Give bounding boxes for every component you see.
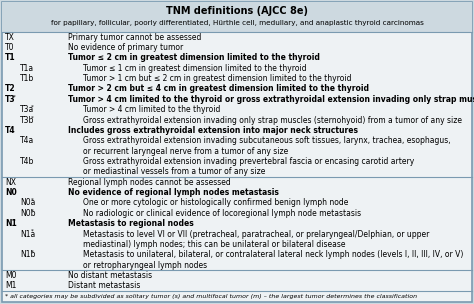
Text: *: * <box>31 105 34 110</box>
Text: * all categories may be subdivided as solitary tumor (s) and multifocal tumor (m: * all categories may be subdivided as so… <box>5 294 417 299</box>
Text: T1b: T1b <box>20 74 34 83</box>
Text: N0a: N0a <box>20 199 36 207</box>
Text: T4: T4 <box>5 126 16 135</box>
Text: N1b: N1b <box>20 250 36 259</box>
Text: Tumor > 4 cm limited to the thyroid: Tumor > 4 cm limited to the thyroid <box>83 105 220 114</box>
Text: NX: NX <box>5 178 16 187</box>
Text: Metastasis to level VI or VII (pretracheal, paratracheal, or prelaryngeal/Delphi: Metastasis to level VI or VII (pretrache… <box>83 230 429 239</box>
Text: Gross extrathyroidal extension invading only strap muscles (sternohyoid) from a : Gross extrathyroidal extension invading … <box>83 116 462 125</box>
Text: No evidence of primary tumor: No evidence of primary tumor <box>68 43 183 52</box>
Text: T0: T0 <box>5 43 15 52</box>
Text: T3: T3 <box>5 95 16 104</box>
Text: Distant metastasis: Distant metastasis <box>68 281 140 290</box>
Text: Includes gross extrathyroidal extension into major neck structures: Includes gross extrathyroidal extension … <box>68 126 358 135</box>
Text: T3a: T3a <box>20 105 34 114</box>
Text: TNM definitions (AJCC 8e): TNM definitions (AJCC 8e) <box>166 6 308 16</box>
Text: T4b: T4b <box>20 157 35 166</box>
Text: T3b: T3b <box>20 116 35 125</box>
Text: or recurrent laryngeal nerve from a tumor of any size: or recurrent laryngeal nerve from a tumo… <box>83 147 288 156</box>
Text: *: * <box>31 115 34 120</box>
Text: N1: N1 <box>5 219 17 228</box>
Text: T4a: T4a <box>20 136 34 145</box>
FancyBboxPatch shape <box>2 2 472 302</box>
Text: *: * <box>13 219 16 224</box>
Text: N0: N0 <box>5 188 17 197</box>
Text: TX: TX <box>5 33 15 42</box>
Text: Metastasis to unilateral, bilateral, or contralateral lateral neck lymph nodes (: Metastasis to unilateral, bilateral, or … <box>83 250 464 259</box>
Text: mediastinal) lymph nodes; this can be unilateral or bilateral disease: mediastinal) lymph nodes; this can be un… <box>83 240 346 249</box>
Text: T2: T2 <box>5 85 16 94</box>
Text: *: * <box>31 229 34 234</box>
Text: Tumor ≤ 1 cm in greatest dimension limited to the thyroid: Tumor ≤ 1 cm in greatest dimension limit… <box>83 64 307 73</box>
Text: No evidence of regional lymph nodes metastasis: No evidence of regional lymph nodes meta… <box>68 188 279 197</box>
Text: Metastasis to regional nodes: Metastasis to regional nodes <box>68 219 194 228</box>
Text: for papillary, follicular, poorly differentiated, Hürthle cell, medullary, and a: for papillary, follicular, poorly differ… <box>51 20 423 26</box>
Text: Gross extrathyroidal extension invading subcutaneous soft tissues, larynx, trach: Gross extrathyroidal extension invading … <box>83 136 451 145</box>
Text: or retropharyngeal lymph nodes: or retropharyngeal lymph nodes <box>83 261 207 270</box>
Text: *: * <box>31 198 34 203</box>
Text: Tumor > 1 cm but ≤ 2 cm in greatest dimension limited to the thyroid: Tumor > 1 cm but ≤ 2 cm in greatest dime… <box>83 74 352 83</box>
Text: One or more cytologic or histologically confirmed benign lymph node: One or more cytologic or histologically … <box>83 199 348 207</box>
Text: *: * <box>31 208 34 213</box>
Text: or mediastinal vessels from a tumor of any size: or mediastinal vessels from a tumor of a… <box>83 168 265 176</box>
Text: Tumor ≤ 2 cm in greatest dimension limited to the thyroid: Tumor ≤ 2 cm in greatest dimension limit… <box>68 54 320 62</box>
Text: N0b: N0b <box>20 209 36 218</box>
Text: T1a: T1a <box>20 64 34 73</box>
Text: Tumor > 4 cm limited to the thyroid or gross extrathyroidal extension invading o: Tumor > 4 cm limited to the thyroid or g… <box>68 95 474 104</box>
Text: *: * <box>31 250 34 255</box>
Text: M0: M0 <box>5 271 17 280</box>
Text: *: * <box>13 94 16 99</box>
Text: No distant metastasis: No distant metastasis <box>68 271 152 280</box>
Text: Gross extrathyroidal extension invading prevertebral fascia or encasing carotid : Gross extrathyroidal extension invading … <box>83 157 414 166</box>
Text: Tumor > 2 cm but ≤ 4 cm in greatest dimension limited to the thyroid: Tumor > 2 cm but ≤ 4 cm in greatest dime… <box>68 85 369 94</box>
Text: Regional lymph nodes cannot be assessed: Regional lymph nodes cannot be assessed <box>68 178 231 187</box>
FancyBboxPatch shape <box>2 2 472 32</box>
Text: Primary tumor cannot be assessed: Primary tumor cannot be assessed <box>68 33 201 42</box>
Text: M1: M1 <box>5 281 17 290</box>
Text: N1a: N1a <box>20 230 35 239</box>
Text: T1: T1 <box>5 54 16 62</box>
Text: No radiologic or clinical evidence of locoregional lymph node metastasis: No radiologic or clinical evidence of lo… <box>83 209 361 218</box>
